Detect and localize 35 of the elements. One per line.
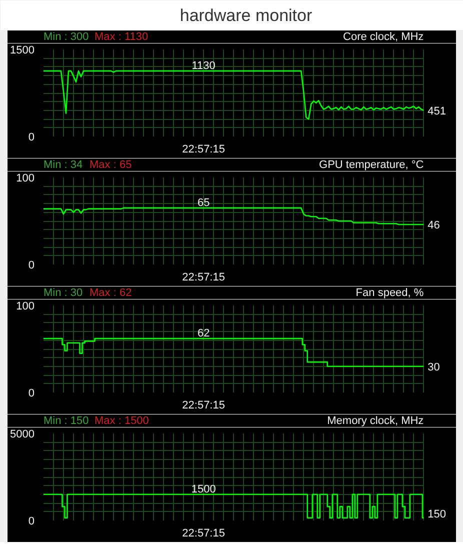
x-tick-label: 22:57:15 (182, 272, 225, 284)
data-label: 65 (197, 196, 210, 209)
text: Max : 62 (90, 287, 132, 299)
y-tick-label: 100 (16, 300, 35, 312)
data-label: 62 (197, 328, 210, 340)
data-label: 30 (428, 361, 440, 374)
text: Min : 150 (44, 415, 89, 427)
x-tick-label: 22:57:15 (182, 144, 225, 156)
text: Min : 34 (44, 159, 83, 171)
text: Min : 300 (44, 31, 89, 43)
y-tick-label: 0 (28, 260, 35, 272)
data-label: 451 (428, 105, 446, 118)
line-series (44, 207, 424, 226)
y-tick-label: 1500 (10, 44, 35, 56)
y-tick-label: 100 (16, 172, 35, 184)
y-axis-title: Memory clock, MHz (327, 415, 424, 427)
text: Max : 65 (90, 159, 132, 171)
y-tick-label: 5000 (10, 428, 35, 440)
x-tick-label: 22:57:15 (182, 528, 225, 540)
y-tick-label: 0 (28, 388, 35, 400)
y-axis-title: GPU temperature, °C (319, 159, 424, 171)
text: Max : 1130 (94, 31, 148, 43)
y-axis-title: Fan speed, % (356, 287, 424, 299)
text: Max : 1500 (94, 415, 149, 427)
text: Min : 30 (44, 287, 83, 299)
data-label: 1130 (192, 60, 216, 72)
data-label: 46 (428, 219, 440, 232)
x-tick-label: 22:57:15 (182, 400, 225, 412)
y-tick-label: 0 (28, 516, 35, 528)
line-series (44, 70, 424, 120)
data-label: 150 (428, 508, 446, 521)
y-tick-label: 0 (28, 132, 35, 144)
chart-title: hardware monitor (180, 6, 312, 25)
y-axis-title: Core clock, MHz (343, 31, 424, 43)
data-label: 1500 (191, 483, 216, 496)
